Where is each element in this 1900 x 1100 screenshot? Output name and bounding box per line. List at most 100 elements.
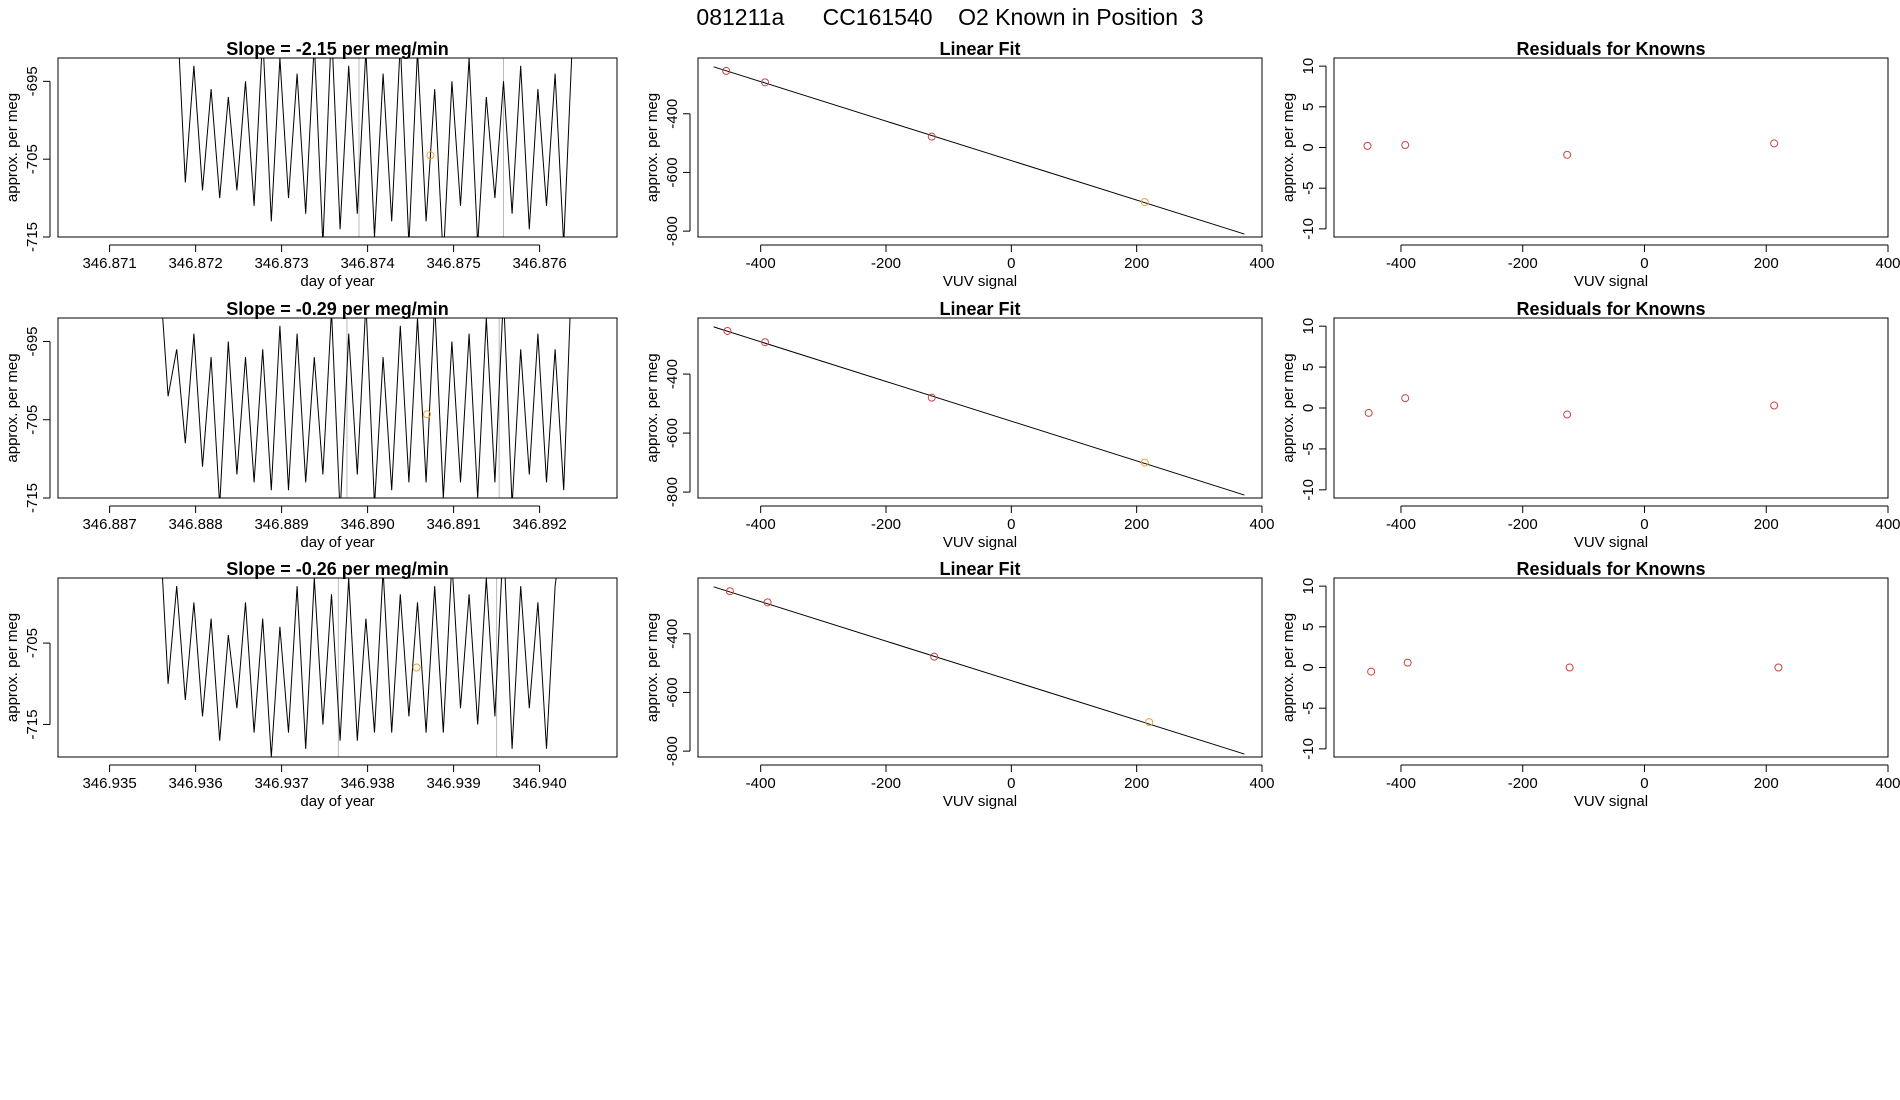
x-axis-label: VUV signal [1574, 534, 1648, 551]
known-point [725, 587, 734, 596]
chart-title: Slope = -0.29 per meg/min [226, 299, 449, 319]
x-tick-label: 200 [1124, 516, 1149, 533]
x-tick-label: -200 [1508, 516, 1538, 533]
y-tick-label: -800 [664, 216, 681, 246]
known-point [930, 652, 939, 661]
y-tick-label: -705 [24, 405, 41, 435]
x-tick-label: 346.938 [340, 775, 394, 792]
r3-timeseries-chart: Slope = -0.26 per meg/min 346.935 346.936 3… [4, 559, 618, 810]
y-tick-label: 0 [1300, 404, 1317, 412]
y-axis-label: approx. per meg [1280, 353, 1297, 462]
r3-timeseries-plot-area [162, 578, 557, 757]
fit-line [713, 66, 1245, 235]
plot-frame [1333, 57, 1889, 238]
r1-timeseries-plot-area [178, 58, 573, 237]
y-axis-label: approx. per meg [4, 93, 21, 202]
y-tick-label: -715 [24, 709, 41, 739]
r1-residuals-plot-area [1363, 139, 1779, 159]
highlight-point [422, 410, 431, 419]
known-point [1770, 139, 1779, 148]
plot-frame [57, 317, 618, 499]
fit-line [713, 326, 1245, 496]
x-axis-label: VUV signal [943, 273, 1017, 290]
y-tick-label: -5 [1300, 442, 1317, 455]
y-tick-label: 0 [1300, 663, 1317, 671]
x-tick-label: 0 [1007, 516, 1015, 533]
highlight-point [1140, 198, 1149, 207]
y-axis-label: approx. per meg [644, 93, 661, 202]
chart-title: Linear Fit [939, 299, 1020, 319]
y-tick-label: -10 [1300, 218, 1317, 240]
known-point [1565, 663, 1574, 672]
x-tick-label: 0 [1007, 775, 1015, 792]
known-point [1364, 408, 1373, 417]
x-tick-label: 400 [1249, 516, 1274, 533]
highlight-point [426, 151, 435, 160]
chart-title: Slope = -2.15 per meg/min [226, 39, 449, 59]
y-tick-label: -715 [24, 222, 41, 252]
series-line [162, 318, 571, 498]
y-tick-label: -705 [24, 628, 41, 658]
y-tick-label: -400 [664, 359, 681, 389]
x-tick-label: 0 [1640, 775, 1648, 792]
x-tick-label: 0 [1640, 516, 1648, 533]
plot-frame [57, 577, 618, 758]
x-axis-label: day of year [300, 534, 374, 551]
x-tick-label: 346.936 [168, 775, 222, 792]
plot-frame [697, 57, 1263, 238]
x-tick-label: 346.873 [254, 255, 308, 272]
r1-residuals-chart: Residuals for Knowns -400 -200 0 200 400 VUV s… [1280, 39, 1900, 290]
x-tick-label: -200 [871, 516, 901, 533]
y-tick-label: -695 [24, 326, 41, 356]
r3-linearfit-chart: Linear Fit -400 -200 0 200 400 VUV signal -800 -… [644, 559, 1275, 810]
highlight-point [412, 663, 421, 672]
x-tick-label: -200 [871, 255, 901, 272]
known-point [723, 326, 732, 335]
x-axis-label: day of year [300, 273, 374, 290]
known-point [1367, 667, 1376, 676]
x-axis-label: day of year [300, 793, 374, 810]
x-tick-label: 346.940 [512, 775, 566, 792]
r1-linearfit-plot-area [713, 66, 1245, 235]
x-tick-label: 346.888 [168, 516, 222, 533]
x-tick-label: 346.939 [426, 775, 480, 792]
y-tick-label: -10 [1300, 479, 1317, 501]
x-tick-label: 346.887 [82, 516, 136, 533]
plot-frame [697, 317, 1263, 499]
known-point [722, 66, 731, 75]
y-axis-label: approx. per meg [1280, 93, 1297, 202]
x-tick-label: 200 [1754, 516, 1779, 533]
x-tick-label: 400 [1875, 775, 1900, 792]
x-tick-label: 346.935 [82, 775, 136, 792]
x-tick-label: 346.889 [254, 516, 308, 533]
x-tick-label: -200 [1508, 255, 1538, 272]
known-point [1774, 663, 1783, 672]
y-tick-label: -400 [664, 99, 681, 129]
highlight-point [1145, 718, 1154, 727]
y-axis-label: approx. per meg [644, 613, 661, 722]
x-tick-label: 400 [1875, 516, 1900, 533]
plot-frame [57, 57, 618, 238]
chart-title: Linear Fit [939, 559, 1020, 579]
x-axis-label: VUV signal [1574, 793, 1648, 810]
x-tick-label: 346.937 [254, 775, 308, 792]
chart-title: Residuals for Knowns [1516, 299, 1705, 319]
x-tick-label: -400 [746, 255, 776, 272]
r2-linearfit-plot-area [713, 326, 1245, 496]
y-axis-label: approx. per meg [1280, 613, 1297, 722]
x-tick-label: -400 [1386, 775, 1416, 792]
plot-frame [1333, 317, 1889, 499]
y-tick-label: 10 [1300, 58, 1317, 75]
r1-linearfit-chart: Linear Fit -400 -200 0 200 400 VUV signal -800 -… [644, 39, 1275, 290]
x-tick-label: 400 [1249, 255, 1274, 272]
known-point [1770, 401, 1779, 410]
x-tick-label: 0 [1640, 255, 1648, 272]
known-point [1401, 394, 1410, 403]
fit-line [713, 586, 1245, 755]
chart-title: Residuals for Knowns [1516, 559, 1705, 579]
r3-residuals-chart: Residuals for Knowns -400 -200 0 200 400 VUV s… [1280, 559, 1900, 810]
known-point [763, 598, 772, 607]
y-tick-label: 10 [1300, 578, 1317, 595]
y-tick-label: -600 [664, 418, 681, 448]
